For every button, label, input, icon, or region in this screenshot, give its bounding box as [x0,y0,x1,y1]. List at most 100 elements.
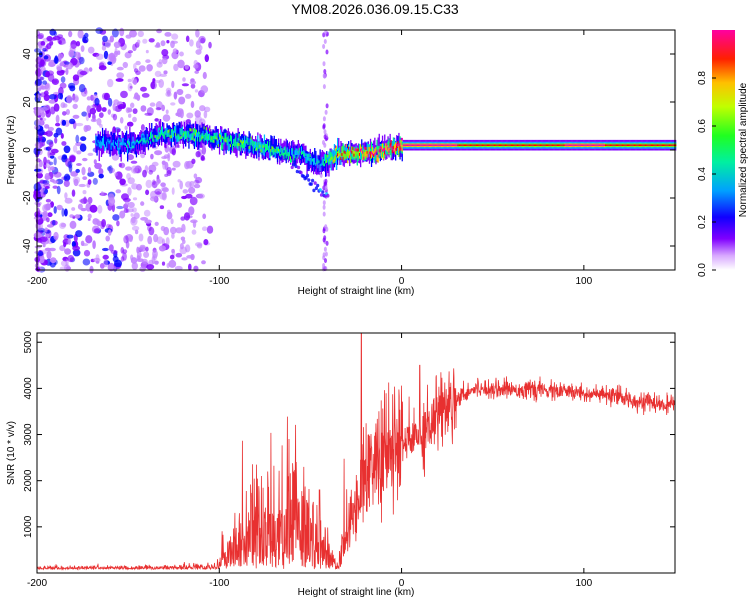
spectrogram-noise-blob [154,118,159,122]
spectrogram-ridge-cell [231,137,233,144]
spectrogram-noise-blob [55,122,61,127]
spectrogram-noise-blob [120,256,125,262]
spectrogram-ridge-cell [288,142,291,155]
spectrogram-ridge-cell [252,144,255,152]
spectrogram-ridge-cell [514,144,516,146]
spectrogram-noise-blob [87,152,94,156]
spectrogram-ridge-cell [150,133,152,146]
spectrogram-ridge-cell [458,144,460,146]
spectrogram-noise-blob [84,32,89,39]
spectrogram-noise-blob [170,40,175,49]
spectrogram-ridge-cell [197,124,199,137]
spectrogram-ridge-cell [398,146,400,153]
spectrogram-ridge-cell [448,144,450,146]
spectrogram-ridge-cell [358,143,361,157]
spectrogram-ridge-cell [206,131,209,139]
spectrogram-noise-blob [102,254,109,260]
spectrogram-ridge-cell [635,144,637,146]
spectrogram-ridge-cell [131,143,133,147]
spectrogram-ridge-cell [368,147,371,154]
spectrogram-ridge-cell [362,150,364,154]
spectrogram-ridge-cell [588,144,590,146]
spectrogram-noise-blob [189,39,194,47]
spectrogram-ridge-cell [118,147,120,155]
spectrogram-ridge-cell [609,144,611,146]
x-tick-label: -100 [209,276,229,287]
spectrogram-ridge-cell [307,154,309,158]
spectrogram-ridge-cell [319,164,321,167]
spectrogram-noise-blob [55,114,60,124]
spectrogram-ridge-cell [117,142,119,150]
spectrogram-ridge-cell [135,138,138,152]
spectrogram-noise-blob [71,189,76,197]
spectrogram-ridge-cell [292,149,294,157]
spectrogram-ridge-cell [585,144,587,146]
spectrogram-ridge-cell [597,144,599,146]
spectrogram-ridge-cell [593,144,595,146]
spectrogram-ridge-cell [646,144,648,146]
spectrogram-noise-blob [127,78,132,83]
spectrogram-noise-blob [63,145,71,154]
spectrogram-ridge-cell [141,138,143,141]
spectrogram-ridge-cell [566,144,568,146]
spectrogram-noise-blob [132,108,138,114]
spectrogram-noise-blob [156,191,160,197]
spectrogram-ridge-cell [558,144,560,146]
spectrogram-ridge-cell [213,132,215,140]
snr-y-ticks: 1000 2000 3000 4000 5000 [23,331,675,538]
spectrogram-ridge-cell [255,148,257,152]
spectrogram-noise-blob [188,186,196,194]
spectrogram-noise-blob [94,97,100,106]
spectrogram-ridge-cell [577,144,579,146]
spectrogram-noise-blob [177,108,184,115]
spectrogram-ridge-cell [541,144,543,146]
spectrogram-ridge-cell [290,148,292,161]
spectrogram-noise-blob [129,29,137,38]
spectrogram-ridge-cell [345,144,348,148]
spectrogram-ridge-cell [370,151,373,159]
spectrogram-ridge-cell [422,144,424,146]
spectrogram-ridge-cell [653,144,655,146]
spectrogram-noise-blob [83,249,91,257]
spectrogram-ridge-cell [203,134,205,142]
spectrogram-ridge-cell [664,144,666,146]
spectrogram-ridge-cell [423,144,425,146]
spectrogram-ridge-cell [496,144,498,146]
spectrogram-noise-blob [102,247,109,252]
spectrogram-ridge-cell [238,133,240,141]
spectrogram-noise-blob [146,264,155,270]
spectrogram-ridge-cell [224,133,226,140]
spectrogram-ridge-cell [564,144,566,146]
spectrogram-noise-blob [177,59,185,69]
spectrogram-ridge-cell [185,130,187,134]
spectrogram-ridge-cell [199,131,201,135]
spectrogram-noise-blob [46,224,54,228]
spectrogram-marks [33,27,677,274]
spectrogram-noise-blob [35,118,40,127]
spectrogram-ridge-cell [240,140,243,148]
spectrogram-ridge-cell [451,144,454,146]
spectrogram-ridge-cell [389,146,391,150]
spectrogram-ridge-cell [234,138,236,146]
spectrogram-noise-blob [203,106,211,113]
spectrogram-ridge-cell [530,144,532,146]
spectrogram-ridge-cell [253,142,256,145]
spectrogram-ridge-cell [374,148,376,156]
spectrogram-noise-blob [107,229,112,236]
spectrogram-noise-blob [132,197,138,201]
spectrogram-ridge-cell [120,142,122,145]
spectrogram-ridge-cell [177,125,179,138]
spectrogram-ridge-cell [294,150,296,157]
spectrogram-ridge-cell [633,144,635,146]
spectrogram-ridge-cell [501,144,503,146]
spectrogram-noise-blob [43,104,51,111]
spectrogram-ridge-cell [267,141,269,148]
spectrogram-ridge-cell [401,137,403,141]
spectrogram-ridge-cell [632,144,634,146]
spectrogram-ridge-cell [368,151,371,155]
spectrogram-ridge-cell [659,144,661,146]
spectrogram-ridge-cell [340,153,342,160]
spectrogram-ridge-cell [298,147,301,151]
spectrogram-noise-blob [160,40,166,47]
spectrogram-noise-blob [113,50,118,58]
